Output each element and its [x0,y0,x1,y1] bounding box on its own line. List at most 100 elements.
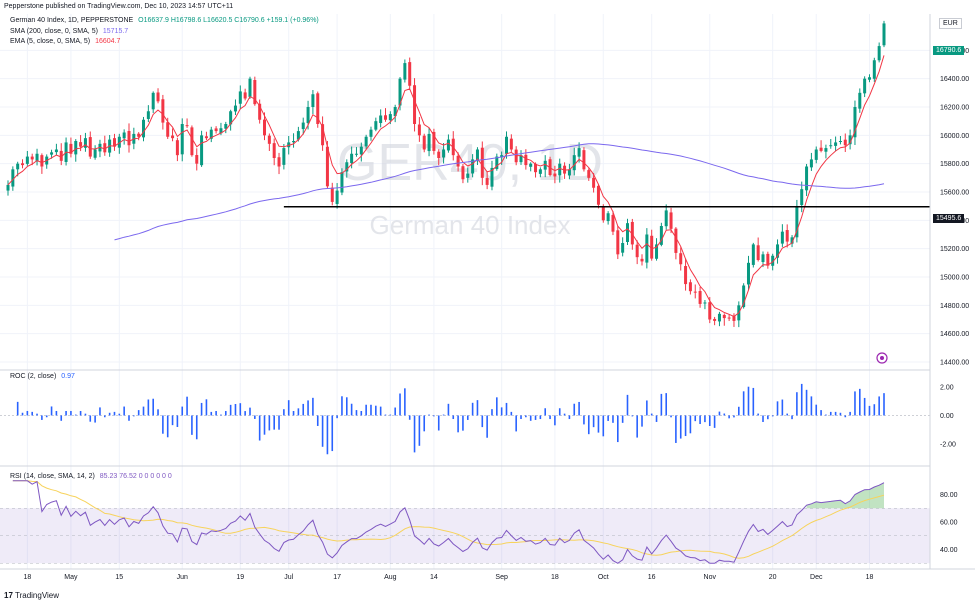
candle[interactable] [398,78,402,106]
candle[interactable] [166,122,170,137]
ema-line[interactable] [7,55,885,318]
candle[interactable] [446,139,450,151]
candle[interactable] [688,282,692,292]
candle[interactable] [456,155,460,167]
candle[interactable] [645,234,649,263]
candle[interactable] [93,149,97,158]
candle[interactable] [534,163,538,173]
candle[interactable] [882,23,886,46]
symbol-title[interactable]: German 40 Index, 1D, PEPPERSTONE [10,17,134,24]
candle[interactable] [771,255,775,266]
candle[interactable] [596,185,600,205]
candle[interactable] [640,258,644,262]
candle[interactable] [306,107,310,124]
candle[interactable] [504,136,508,154]
candle[interactable] [156,92,160,102]
candle[interactable] [766,253,770,266]
candle[interactable] [11,169,15,187]
candle[interactable] [829,145,833,147]
candle[interactable] [137,133,141,137]
candle[interactable] [524,154,528,166]
candle[interactable] [432,131,436,151]
candle[interactable] [88,137,92,157]
candle[interactable] [790,237,794,244]
candle[interactable] [359,146,363,155]
candle[interactable] [350,153,354,164]
candle[interactable] [180,124,184,155]
candle[interactable] [509,138,513,150]
candle[interactable] [669,212,673,229]
candle[interactable] [325,146,329,187]
candle[interactable] [379,115,383,124]
candle[interactable] [611,214,615,232]
candle[interactable] [335,190,339,204]
candle[interactable] [127,130,131,146]
candle[interactable] [79,142,83,147]
candle[interactable] [40,155,44,167]
candle[interactable] [30,156,34,160]
candle[interactable] [175,140,179,156]
candle[interactable] [693,291,697,293]
candle[interactable] [345,162,349,172]
candle[interactable] [625,223,629,242]
candle[interactable] [567,169,571,176]
candle[interactable] [572,155,576,171]
candle[interactable] [301,122,305,130]
candle[interactable] [442,149,446,158]
candle[interactable] [54,149,58,153]
candle[interactable] [209,129,213,139]
candle[interactable] [195,155,199,164]
candle[interactable] [548,159,552,175]
candle[interactable] [838,141,842,142]
candle[interactable] [480,147,484,178]
candle[interactable] [761,254,765,263]
candle[interactable] [277,157,281,167]
candle[interactable] [282,148,286,165]
candle[interactable] [834,142,838,146]
candle[interactable] [587,170,591,178]
candle[interactable] [50,152,54,155]
candle[interactable] [25,156,29,164]
candle[interactable] [74,141,78,155]
candle[interactable] [437,151,441,158]
candle[interactable] [311,94,315,107]
candle[interactable] [684,266,688,285]
roc-legend[interactable]: ROC (2, close) 0.97 [10,373,78,380]
candle[interactable] [151,92,155,110]
candle[interactable] [519,155,523,163]
candle[interactable] [475,149,479,162]
candle[interactable] [466,173,470,178]
candle[interactable] [16,163,20,170]
candle[interactable] [229,111,233,125]
candle[interactable] [795,206,799,238]
candle[interactable] [219,128,223,134]
candle[interactable] [185,125,189,127]
candle[interactable] [659,226,663,245]
candle[interactable] [413,85,417,124]
candle[interactable] [267,135,271,144]
candle[interactable] [403,63,407,80]
candle[interactable] [233,105,237,112]
candle[interactable] [713,318,717,321]
ema-legend[interactable]: EMA (5, close, 0, SMA, 5) 16604.7 [10,38,123,45]
candle[interactable] [674,228,678,253]
candle[interactable] [708,302,712,320]
candle[interactable] [263,119,267,136]
candle[interactable] [872,60,876,79]
candle[interactable] [69,143,73,154]
candle[interactable] [287,142,291,148]
candle[interactable] [853,107,857,138]
candle[interactable] [117,136,121,148]
candle[interactable] [848,135,852,145]
candle[interactable] [112,138,116,147]
candle[interactable] [354,153,358,155]
candle[interactable] [606,213,610,222]
candle[interactable] [384,115,388,120]
candle[interactable] [204,136,208,139]
candle[interactable] [756,245,760,260]
candle[interactable] [417,124,421,136]
candle[interactable] [200,135,204,166]
candle[interactable] [776,244,780,258]
candle[interactable] [369,129,373,137]
candle[interactable] [35,153,39,161]
